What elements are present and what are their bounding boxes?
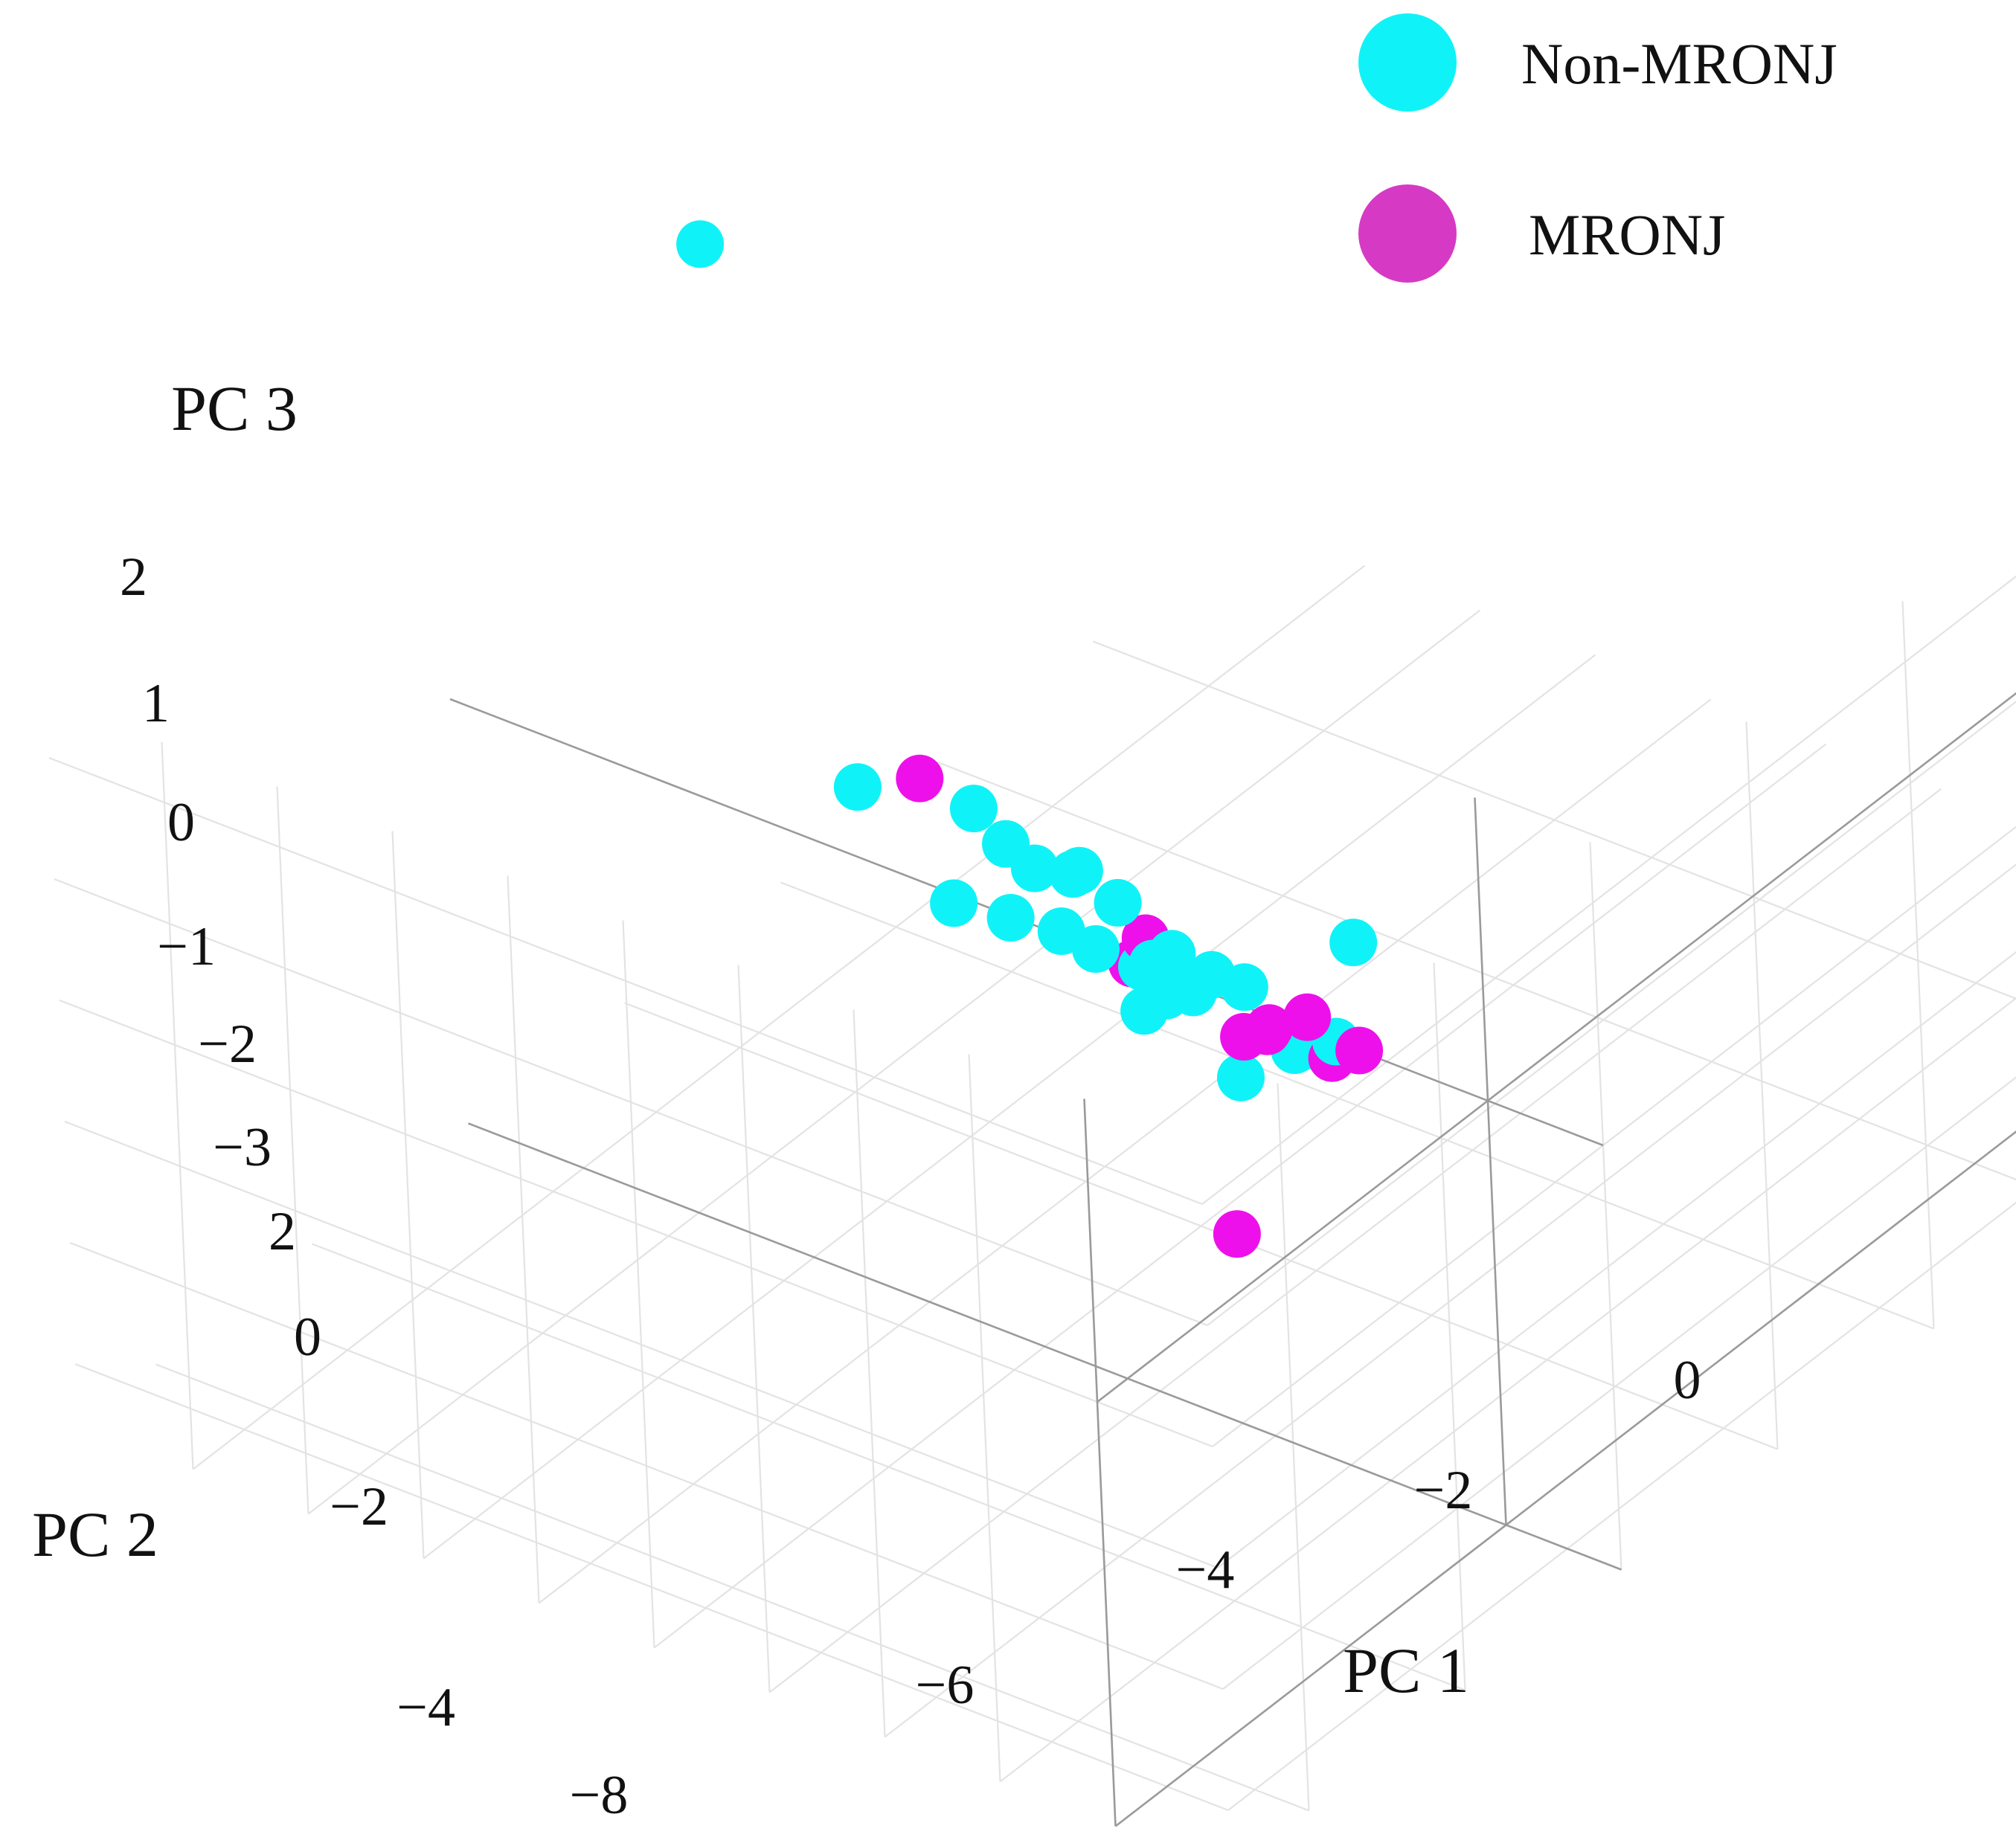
grid-line (1901, 601, 1935, 1329)
grid-line (1433, 962, 1466, 1690)
z-axis-title: PC 3 (171, 373, 298, 444)
wall-pc3-line (1083, 1098, 1117, 1827)
non-mronj-point[interactable] (949, 785, 998, 833)
legend: Non-MRONJ MRONJ (1358, 13, 1837, 283)
grid-line (884, 863, 2016, 1738)
non-mronj-point[interactable] (1329, 918, 1378, 967)
grid-line (737, 965, 771, 1693)
grid-line (1212, 826, 2016, 1447)
floor-pc2-line (1114, 1130, 2016, 1827)
grid-line (307, 609, 1481, 1515)
y-tick-label: 0 (294, 1307, 321, 1368)
grid-line (69, 1241, 1224, 1690)
non-mronj-point[interactable] (1220, 963, 1268, 1011)
grid-line (968, 1054, 1001, 1782)
non-mronj-point[interactable] (930, 879, 978, 927)
tick-labels: −8 −6 −4 −2 0 −4 −2 0 2 −3 −2 −1 0 1 2 (120, 547, 1701, 1826)
y-tick-label: 2 (269, 1201, 296, 1262)
non-mronj-point[interactable] (982, 820, 1030, 868)
non-mronj-point[interactable] (676, 220, 725, 268)
x-tick-label: 0 (1674, 1350, 1701, 1411)
grid-line (276, 786, 309, 1514)
x-axis-title: PC 1 (1343, 1635, 1469, 1706)
axis-lines (449, 692, 2016, 1827)
pc3-zero-line (1474, 797, 1507, 1525)
grid-line (1207, 701, 2016, 1326)
grid-line (54, 878, 1208, 1327)
z-tick-label: −3 (213, 1117, 272, 1178)
grid-line (1093, 640, 2016, 1000)
grid-line (853, 1009, 886, 1737)
y-axis-title: PC 2 (32, 1499, 158, 1570)
grid-line (1277, 1083, 1310, 1811)
grid-line (192, 564, 1366, 1470)
grid-line (624, 1002, 1778, 1450)
z-tick-label: −2 (198, 1014, 257, 1075)
x-tick-label: −2 (1414, 1460, 1473, 1521)
grid-line (507, 875, 540, 1603)
grid-line (155, 1363, 1309, 1812)
grid-line (312, 1243, 1466, 1691)
legend-label-mronj[interactable]: MRONJ (1529, 202, 1725, 267)
y-tick-label: −2 (330, 1476, 388, 1537)
grid-line (1745, 721, 1779, 1450)
z-tick-label: −1 (157, 916, 216, 977)
grid-line (1222, 1076, 2016, 1690)
mronj-point[interactable] (1283, 993, 1332, 1041)
pc2-zero-line (1097, 692, 2016, 1403)
grid-line (780, 881, 1934, 1330)
grid-line (161, 741, 194, 1470)
grid-line (1217, 950, 2016, 1569)
x-tick-label: −6 (916, 1655, 975, 1716)
grid-line (391, 831, 425, 1559)
non-mronj-point[interactable] (1217, 1053, 1265, 1101)
grid-line (1201, 575, 2016, 1205)
y-tick-label: −4 (397, 1677, 455, 1738)
grid-line (538, 698, 1712, 1604)
non-mronj-point[interactable] (833, 763, 882, 811)
z-tick-label: 2 (120, 547, 147, 608)
non-mronj-point[interactable] (1049, 850, 1097, 898)
data-points (676, 220, 1384, 1258)
grid-line (423, 654, 1596, 1560)
floor-pc1-line (468, 1122, 1622, 1571)
grid-line (1227, 1201, 2016, 1811)
mronj-point[interactable] (1243, 1007, 1291, 1055)
grid-line (999, 997, 2016, 1783)
grid-line (937, 761, 2016, 1181)
grid-line (768, 788, 1942, 1693)
grid-line (74, 1363, 1229, 1812)
x-tick-label: −4 (1176, 1540, 1235, 1600)
non-mronj-point[interactable] (1072, 925, 1120, 973)
grid-line (653, 743, 1827, 1649)
grid-line (1589, 842, 1622, 1570)
non-mronj-point[interactable] (1129, 939, 1177, 988)
mronj-point[interactable] (1335, 1026, 1384, 1075)
legend-label-non-mronj[interactable]: Non-MRONJ (1521, 31, 1837, 96)
mronj-point[interactable] (1213, 1210, 1261, 1258)
legend-marker-non-mronj[interactable] (1358, 13, 1457, 112)
grid-line (622, 920, 655, 1648)
z-tick-label: 0 (167, 792, 195, 853)
legend-marker-mronj[interactable] (1358, 184, 1457, 283)
non-mronj-point[interactable] (1094, 878, 1142, 927)
grid-line (48, 756, 1203, 1206)
grid-line (64, 1120, 1219, 1569)
grid-line (59, 999, 1213, 1448)
x-tick-label: −8 (570, 1765, 629, 1826)
non-mronj-point[interactable] (986, 894, 1035, 942)
grid-lines (48, 564, 2016, 1827)
z-tick-label: 1 (142, 673, 170, 734)
mronj-point[interactable] (896, 754, 944, 802)
